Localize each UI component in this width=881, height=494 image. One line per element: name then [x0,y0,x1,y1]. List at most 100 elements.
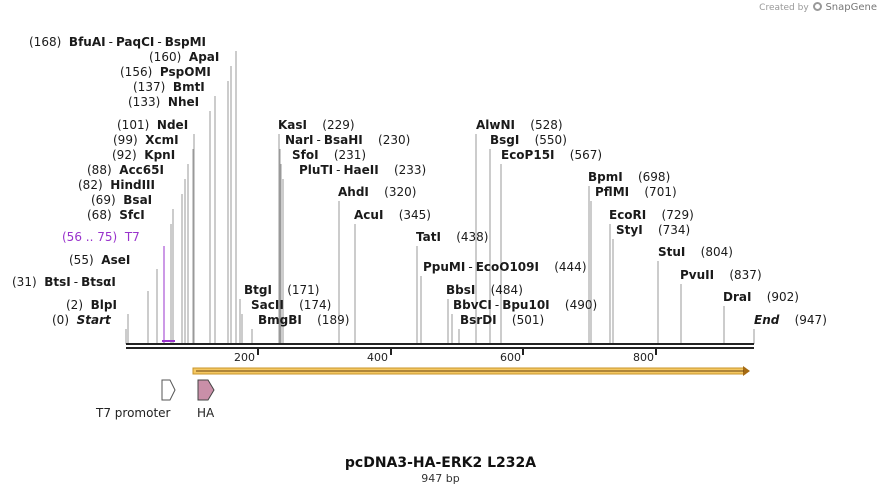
site-label-kpni: (92) KpnI [112,148,175,162]
snapgene-logo-icon [812,2,822,11]
enzyme-name: EcoP15I [501,148,555,162]
enzyme-name: End [754,313,780,327]
site-label-ecori: EcoRI (729) [609,208,694,222]
site-label-start: (0) Start [52,313,111,327]
enzyme-name: BpmI [588,170,623,184]
enzyme-name: PvuII [680,268,715,282]
site-position: (156) [120,65,153,79]
enzyme-name: BmtI [172,80,205,94]
enzyme-name: BmgBI [258,313,302,327]
site-label-pvuii: PvuII (837) [680,268,762,282]
site-position: (947) [794,313,827,327]
site-label-acc65i: (88) Acc65I [87,163,164,177]
enzyme-name: NheI [167,95,200,109]
axis-tick-800: 800 [633,351,654,364]
site-label-bmti: (137) BmtI [133,80,205,94]
credit-brand: SnapGene [825,2,877,13]
site-position: (701) [644,185,677,199]
site-label-ndei: (101) NdeI [117,118,188,132]
axis-tick-200: 200 [234,351,255,364]
site-position: (31) [12,275,37,289]
site-label-bbsi: BbsI (484) [446,283,523,297]
enzyme-name: EcoRI [609,208,647,222]
site-label-xcmi: (99) XcmI [113,133,179,147]
site-label-stui: StuI (804) [658,245,733,259]
orf-arrowhead [743,366,750,376]
enzyme-name: XcmI [145,133,179,147]
site-position: (68) [87,208,112,222]
enzyme-name: BlpI [90,298,117,312]
enzyme-name: Start [76,313,111,327]
enzyme-name: T7 [124,230,140,244]
site-position: (490) [564,298,598,312]
site-position: (734) [657,223,691,237]
site-label-btgi: BtgI (171) [244,283,319,297]
enzyme-name: PluTI [299,163,334,177]
enzyme-name: StuI [658,245,686,259]
site-label-drai: DraI (902) [723,290,799,304]
site-position: (69) [91,193,116,207]
enzyme-name: NdeI [156,118,189,132]
enzyme-name: BsaI [123,193,153,207]
map-title: pcDNA3-HA-ERK2 L232A [344,455,537,471]
site-label-bsgi: BsgI (550) [490,133,567,147]
enzyme-name: SacII [251,298,284,312]
t7-promoter-label: T7 promoter [96,406,171,420]
credit-text: Created by [759,3,809,13]
enzyme-name: AseI [101,253,131,267]
site-label-ahdi: AhdI (320) [338,185,416,199]
site-label-ecop15i: EcoP15I (567) [501,148,602,162]
enzyme-name: PaqCI [115,35,155,49]
enzyme-name: AcuI [354,208,384,222]
site-position: (56 .. 75) [62,230,118,244]
site-position: (189) [317,313,350,327]
site-position: (729) [661,208,694,222]
enzyme-name: BbvCI [453,298,492,312]
site-position: (101) [117,118,150,132]
enzyme-name: HaeII [343,163,379,177]
site-position: (92) [112,148,137,162]
enzyme-name: PpuMI [423,260,466,274]
site-label-bmgbi: BmgBI (189) [258,313,349,327]
site-label-apai: (160) ApaI [149,50,219,64]
enzyme-name: AhdI [338,185,369,199]
site-position: (229) [322,118,355,132]
enzyme-name: PflMI [595,185,630,199]
axis-tick-400: 400 [367,351,388,364]
site-position: (804) [700,245,733,259]
site-separator: - [468,260,473,274]
enzyme-name: BsrDI [460,313,497,327]
site-position: (528) [530,118,563,132]
enzyme-name: Bpu10I [502,298,550,312]
site-label-blpi: (2) BlpI [66,298,117,312]
site-separator: - [73,275,79,289]
site-label-sfoi: SfoI (231) [292,148,366,162]
site-position: (345) [398,208,431,222]
site-separator: - [108,35,113,49]
site-position: (160) [149,50,182,64]
map-length: 947 bp [421,472,460,485]
site-label-tati: TatI (438) [416,230,488,244]
site-label-ppumi: PpuMI - EcoO109I (444) [423,260,587,274]
site-label-bbvci: BbvCI - Bpu10I (490) [453,298,597,312]
site-position: (99) [113,133,138,147]
site-position: (0) [52,313,69,327]
site-position: (837) [729,268,762,282]
site-position: (82) [78,178,103,192]
site-label-end: End (947) [754,313,827,327]
site-position: (484) [490,283,523,297]
site-label-pflmi: PflMI (701) [595,185,677,199]
enzyme-name: EcoO109I [475,260,539,274]
site-label-kasi: KasI (229) [278,118,355,132]
enzyme-name: SfcI [119,208,145,222]
ha-arrow [197,379,215,401]
site-label-bfuai: (168) BfuAI - PaqCI - BspMI [29,35,206,49]
site-label-pspomi: (156) PspOMI [120,65,211,79]
site-label-sacii: SacII (174) [251,298,331,312]
site-label-acui: AcuI (345) [354,208,431,222]
site-position: (550) [534,133,567,147]
site-position: (2) [66,298,83,312]
site-separator: - [494,298,500,312]
site-position: (88) [87,163,112,177]
